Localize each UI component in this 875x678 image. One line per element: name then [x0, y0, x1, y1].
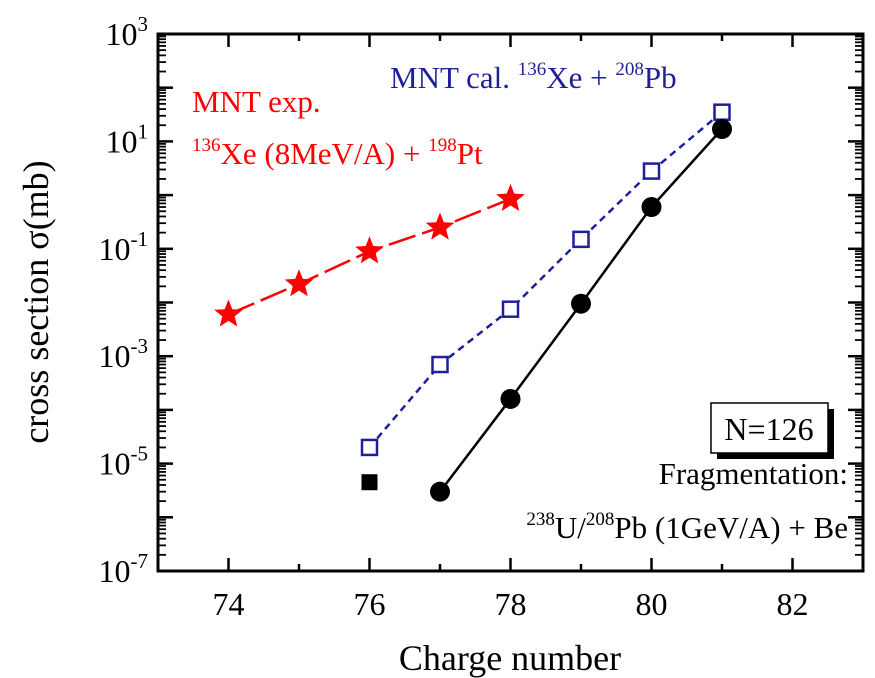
x-axis-label: Charge number [399, 638, 621, 678]
filled-circle-marker [712, 119, 732, 140]
y-tick-label: 10-5 [99, 442, 149, 482]
x-axis-ticks: 74 76 78 80 82 [156, 34, 865, 622]
filled-circle-marker [641, 197, 662, 218]
filled-square-marker [361, 474, 378, 491]
filled-circle-marker [500, 388, 521, 409]
x-tick-label: 78 [495, 586, 527, 622]
mnt-exp-text1: Xe (8MeV/A) + [221, 136, 429, 171]
y-tick-label: 101 [106, 119, 149, 159]
star-marker [355, 236, 384, 264]
x-tick-label: 74 [213, 586, 245, 622]
open-square-marker [642, 162, 661, 180]
frag-sup1: 238 [526, 509, 555, 530]
mnt-cal-label: MNT cal. 136Xe + 208Pb [390, 59, 677, 95]
frag-text1: U/ [555, 510, 586, 545]
open-square-marker [360, 438, 379, 457]
mnt-exp-sup1: 136 [192, 135, 221, 156]
open-square-marker [572, 230, 590, 249]
mnt-cal-text2: Pb [644, 60, 677, 95]
star-marker [284, 269, 314, 297]
n-box-label: N=126 [724, 411, 813, 447]
mnt-exp-label-line2: 136Xe (8MeV/A) + 198Pt [192, 135, 483, 171]
series-layer [214, 103, 732, 502]
frag-text2: Pb (1GeV/A) + Be [614, 510, 848, 545]
mnt-exp-sup2: 198 [428, 135, 457, 156]
y-axis-ticks: 103 101 10-1 10-3 10-5 10-7 [99, 12, 863, 589]
n-box [710, 402, 829, 454]
star-marker [214, 299, 243, 327]
mnt-cal-sup1: 136 [518, 59, 547, 80]
y-tick-label: 10-7 [99, 549, 149, 589]
open-square-marker [713, 103, 731, 121]
filled-circle-marker [430, 481, 450, 502]
star-marker [496, 183, 525, 211]
y-tick-label: 10-3 [99, 334, 149, 374]
mnt-cal-text1: Xe + [546, 60, 615, 95]
series-line-1 [368, 111, 723, 449]
open-square-marker [501, 300, 520, 318]
star-marker [425, 212, 455, 240]
y-axis-label: cross section σ(mb) [16, 160, 56, 443]
filled-circle-marker [571, 293, 591, 314]
x-tick-label: 82 [777, 586, 809, 622]
mnt-exp-text2: Pt [457, 136, 483, 171]
fragmentation-label-line2: 238U/208Pb (1GeV/A) + Be [526, 509, 848, 545]
mnt-cal-sup2: 208 [615, 59, 644, 80]
frag-sup2: 208 [586, 509, 615, 530]
mnt-cal-text0: MNT cal. [390, 60, 518, 95]
fragmentation-label-line1: Fragmentation: [659, 456, 848, 491]
x-tick-label: 76 [354, 586, 386, 622]
x-tick-label: 80 [636, 586, 668, 622]
y-tick-label: 10-1 [99, 227, 149, 267]
y-tick-label: 103 [106, 12, 149, 52]
open-square-marker [431, 355, 449, 374]
mnt-exp-label-line1: MNT exp. [192, 84, 321, 119]
